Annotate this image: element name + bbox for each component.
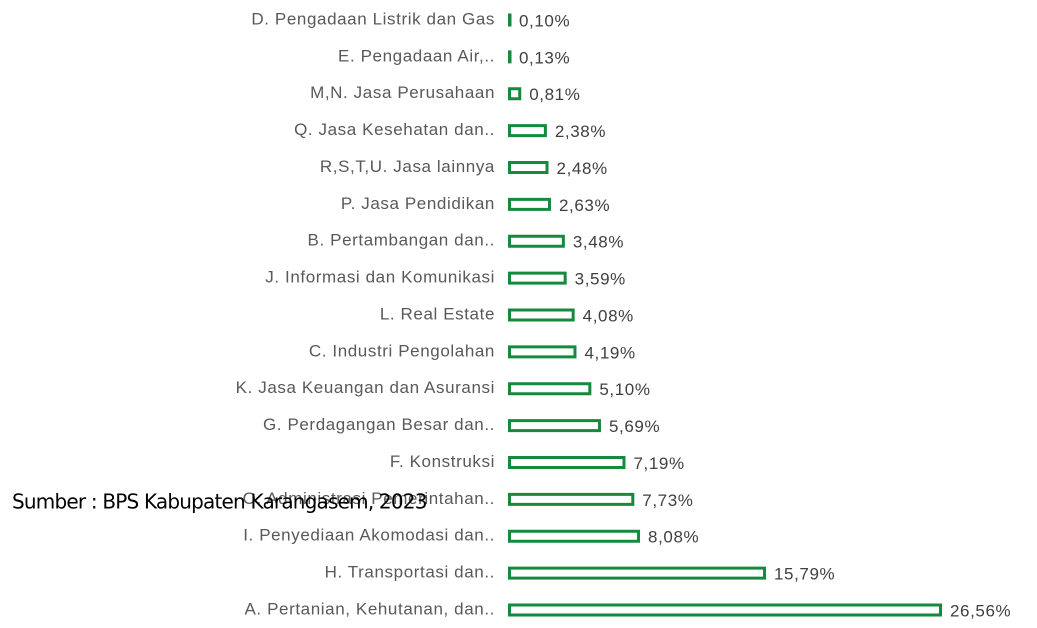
bar <box>508 50 512 64</box>
bar <box>508 87 522 101</box>
value-label: 8,08% <box>648 528 699 547</box>
bar <box>508 13 512 27</box>
category-label: O. Administrasi Pemerintahan.. <box>243 489 495 508</box>
category-label: E. Pengadaan Air,.. <box>338 46 495 65</box>
category-label: D. Pengadaan Listrik dan Gas <box>251 9 495 28</box>
value-label: 15,79% <box>774 565 835 584</box>
bar <box>508 566 767 580</box>
category-label: A. Pertanian, Kehutanan, dan.. <box>244 599 495 618</box>
value-label: 5,69% <box>609 417 660 436</box>
category-label: J. Informasi dan Komunikasi <box>265 268 495 287</box>
bar <box>508 271 567 285</box>
value-label: 26,56% <box>950 601 1011 620</box>
category-label: Q. Jasa Kesehatan dan.. <box>294 120 495 139</box>
bar <box>508 161 549 174</box>
value-label: 5,10% <box>599 380 650 399</box>
value-label: 4,19% <box>584 343 635 362</box>
category-label: G. Perdagangan Besar dan.. <box>263 415 495 434</box>
bar <box>508 456 626 469</box>
category-label: L. Real Estate <box>380 304 495 323</box>
bar <box>508 308 575 322</box>
category-label: M,N. Jasa Perusahaan <box>310 83 495 102</box>
bar <box>508 529 641 543</box>
category-label: I. Penyediaan Akomodasi dan.. <box>243 526 495 545</box>
value-label: 2,48% <box>557 159 608 178</box>
category-label: C. Industri Pengolahan <box>309 341 495 360</box>
bar <box>508 345 577 359</box>
category-label: P. Jasa Pendidikan <box>341 194 495 213</box>
bar <box>508 492 635 506</box>
category-label: R,S,T,U. Jasa lainnya <box>320 157 495 176</box>
value-label: 2,63% <box>559 196 610 215</box>
bar <box>508 603 942 617</box>
value-label: 2,38% <box>555 122 606 141</box>
source-note: Sumber : BPS Kabupaten Karangasem, 2023 <box>12 490 427 514</box>
value-label: 7,73% <box>642 491 693 510</box>
category-label: F. Konstruksi <box>390 452 495 471</box>
value-label: 7,19% <box>633 454 684 473</box>
category-label: K. Jasa Keuangan dan Asuransi <box>236 378 495 397</box>
value-label: 3,59% <box>575 270 626 289</box>
bar <box>508 234 565 248</box>
bar <box>508 197 551 211</box>
value-label: 0,10% <box>519 11 570 30</box>
category-label: B. Pertambangan dan.. <box>308 231 495 250</box>
value-label: 0,13% <box>519 48 570 67</box>
value-label: 0,81% <box>529 85 580 104</box>
bar <box>508 419 601 433</box>
value-label: 4,08% <box>583 306 634 325</box>
value-label: 3,48% <box>573 233 624 252</box>
bar-group: D. Pengadaan Listrik dan Gas 0,10% E. Peng… <box>236 9 1011 620</box>
bar <box>508 382 592 396</box>
category-label: H. Transportasi dan.. <box>325 563 495 582</box>
bar <box>508 124 547 138</box>
